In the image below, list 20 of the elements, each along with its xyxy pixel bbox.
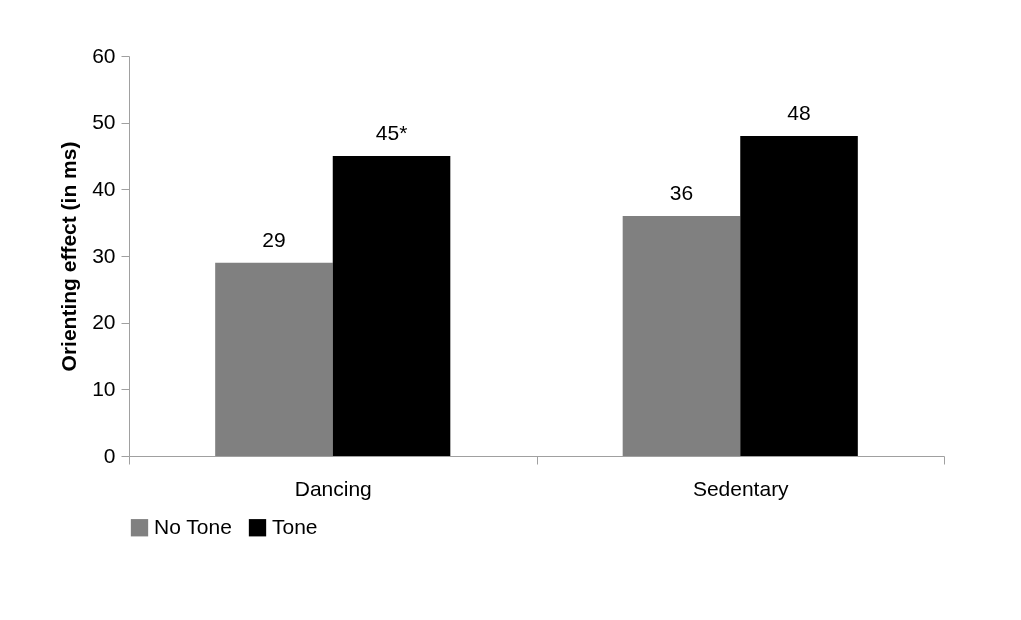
y-axis-title: Orienting effect (in ms) [57,141,81,372]
data-label: 36 [669,181,694,204]
y-tick-label: 40 [92,176,116,200]
y-tick-label: 10 [92,376,116,400]
bar [740,136,858,456]
y-tick-label: 50 [92,110,116,134]
legend-label: No Tone [154,514,232,538]
data-label: 29 [262,227,286,251]
bar [215,262,333,456]
y-tick-label: 20 [92,310,116,334]
y-tick-label: 0 [103,443,116,467]
bar [622,216,741,456]
data-label: 48 [787,101,811,124]
data-label: 45* [375,121,408,144]
y-tick-label: 30 [92,243,116,267]
x-tick-label: Sedentary [692,476,790,500]
y-tick-label: 60 [92,43,116,67]
legend-label: Tone [272,514,318,538]
bar [332,156,451,456]
x-tick-label: Dancing [294,476,372,500]
